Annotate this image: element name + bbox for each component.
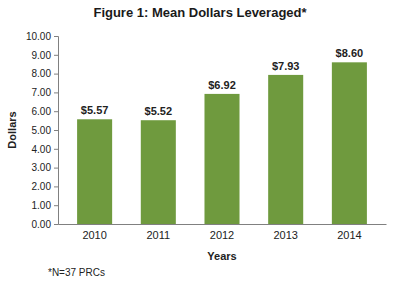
x-tick: 2012 xyxy=(210,224,234,241)
y-tick-mark xyxy=(54,111,58,112)
y-tick-mark xyxy=(54,224,58,225)
y-tick: 1.00 xyxy=(32,200,58,211)
x-tick: 2014 xyxy=(337,224,361,241)
y-tick-label: 10.00 xyxy=(26,31,51,42)
bar xyxy=(77,119,112,224)
y-tick: 4.00 xyxy=(32,144,58,155)
y-tick: 10.00 xyxy=(26,31,58,42)
y-tick: 9.00 xyxy=(32,50,58,61)
y-tick-mark xyxy=(54,92,58,93)
bar xyxy=(332,62,367,224)
y-tick-label: 5.00 xyxy=(32,125,52,136)
chart: 0.00 1.00 2.00 3.00 4.00 5.00 6.00 7.00 8.00 9.00… xyxy=(0,0,400,284)
x-tick-label: 2012 xyxy=(210,229,234,241)
y-tick-mark xyxy=(54,186,58,187)
data-label: $6.92 xyxy=(208,79,236,91)
x-tick: 2013 xyxy=(273,224,297,241)
y-tick-mark xyxy=(54,74,58,75)
y-tick: 8.00 xyxy=(32,68,58,79)
x-axis-title: Years xyxy=(207,250,236,262)
y-tick-label: 3.00 xyxy=(32,162,52,173)
y-tick-label: 0.00 xyxy=(32,219,52,230)
x-tick: 2010 xyxy=(82,224,106,241)
bar xyxy=(204,94,239,224)
y-axis: 0.00 1.00 2.00 3.00 4.00 5.00 6.00 7.00 8.00 9.00… xyxy=(26,31,59,230)
y-tick-label: 1.00 xyxy=(32,200,52,211)
bar xyxy=(268,75,303,224)
y-tick-label: 7.00 xyxy=(32,87,52,98)
y-axis-line xyxy=(54,37,59,225)
y-tick-mark xyxy=(54,55,58,56)
y-tick-label: 9.00 xyxy=(32,50,52,61)
x-tick: 2011 xyxy=(146,224,170,241)
data-labels: $5.57 $5.52 $6.92 $7.93 $8.60 xyxy=(81,47,363,117)
y-tick-label: 8.00 xyxy=(32,68,52,79)
x-tick-label: 2014 xyxy=(337,229,361,241)
bar xyxy=(141,120,176,224)
title: Figure 1: Mean Dollars Leveraged* xyxy=(93,5,307,20)
y-tick-mark xyxy=(54,149,58,150)
x-axis: 2010 2011 2012 2013 2014 xyxy=(59,224,387,241)
bars xyxy=(77,62,367,224)
y-tick-mark xyxy=(54,36,58,37)
x-axis-line xyxy=(59,224,387,225)
data-label: $7.93 xyxy=(272,60,300,72)
data-label: $5.57 xyxy=(81,104,109,116)
y-tick: 5.00 xyxy=(32,125,58,136)
x-tick-label: 2010 xyxy=(82,229,106,241)
y-tick-label: 4.00 xyxy=(32,144,52,155)
data-label: $8.60 xyxy=(336,47,364,59)
y-tick-mark xyxy=(54,205,58,206)
y-tick: 3.00 xyxy=(32,162,58,173)
y-tick-label: 2.00 xyxy=(32,181,52,192)
data-label: $5.52 xyxy=(145,105,173,117)
y-tick-mark xyxy=(54,168,58,169)
footnote: *N=37 PRCs xyxy=(48,267,105,278)
y-tick: 2.00 xyxy=(32,181,58,192)
x-tick-label: 2011 xyxy=(146,229,170,241)
y-tick-label: 6.00 xyxy=(32,106,52,117)
y-tick: 0.00 xyxy=(32,219,58,230)
plot: 0.00 1.00 2.00 3.00 4.00 5.00 6.00 7.00 8.00 9.00… xyxy=(26,31,387,241)
x-tick-label: 2013 xyxy=(273,229,297,241)
y-tick-mark xyxy=(54,130,58,131)
y-tick: 7.00 xyxy=(32,87,58,98)
y-axis-title: Dollars xyxy=(6,111,18,148)
y-tick: 6.00 xyxy=(32,106,58,117)
